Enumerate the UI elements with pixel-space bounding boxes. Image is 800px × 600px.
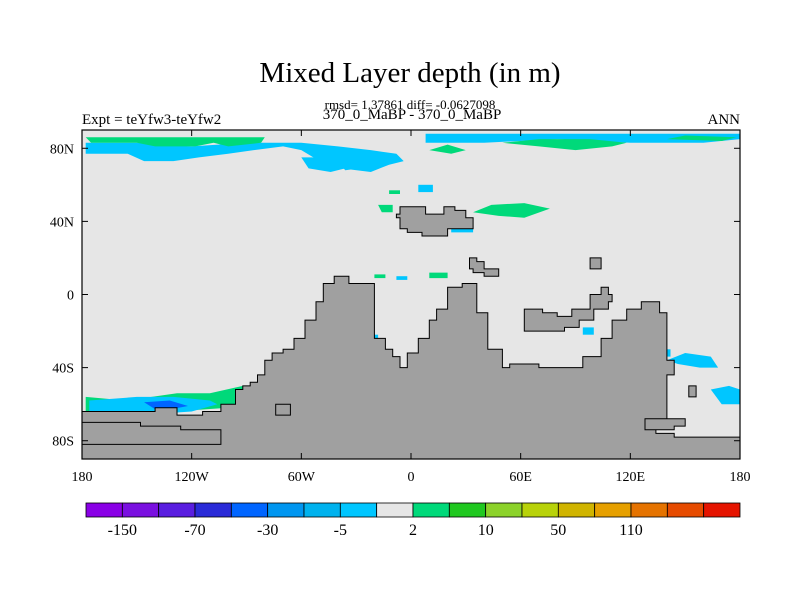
colorbar-label-4: 2 bbox=[409, 522, 417, 539]
colorbar-label-2: -30 bbox=[257, 522, 278, 539]
anomaly-patch-6 bbox=[666, 135, 737, 141]
colorbar-box-2 bbox=[158, 502, 196, 518]
colorbar-label-6: 50 bbox=[550, 522, 566, 539]
colorbar-box-14 bbox=[594, 502, 632, 518]
landmass-0 bbox=[81, 275, 741, 460]
colorbar-box-5 bbox=[267, 502, 305, 518]
subtitle-right: ANN bbox=[708, 112, 741, 128]
colorbar-label-5: 10 bbox=[478, 522, 494, 539]
subtitle-center: 370_0_MaBP - 370_0_MaBP bbox=[323, 107, 502, 123]
anomaly-patch-21 bbox=[396, 276, 408, 280]
anomaly-patch-23 bbox=[418, 184, 433, 193]
colorbar-box-10 bbox=[448, 502, 487, 518]
lon-tick-label-2: 60W bbox=[288, 470, 316, 485]
landmass-3 bbox=[469, 257, 500, 277]
lon-tick-label-5: 120E bbox=[616, 470, 646, 485]
colorbar-box-9 bbox=[412, 502, 450, 518]
lon-tick-label-4: 60E bbox=[509, 470, 532, 485]
stats-line: rmsd= 1.37861 diff= -0.0627098 bbox=[325, 97, 496, 112]
colorbar-box-15 bbox=[630, 502, 668, 518]
colorbar-box-13 bbox=[557, 502, 596, 518]
lon-tick-label-0: 180 bbox=[72, 470, 93, 485]
lon-tick-label-1: 120W bbox=[175, 470, 210, 485]
lat-tick-label-4: 80S bbox=[52, 435, 74, 450]
colorbar-legend: -150 -70 -30 -5 2 10 50 110 bbox=[85, 502, 741, 539]
latitude-axis: 80N 40N 0 40S 80S bbox=[50, 142, 740, 450]
anomaly-patch-0 bbox=[85, 142, 404, 172]
landmass-5 bbox=[644, 418, 686, 431]
anomaly-patch-3 bbox=[425, 133, 740, 143]
subtitle-left: Expt = teYfw3-teYfw2 bbox=[82, 112, 221, 128]
landmass-6 bbox=[688, 385, 697, 398]
colorbar-box-17 bbox=[703, 502, 741, 518]
colorbar-box-1 bbox=[121, 502, 160, 518]
landmass-4 bbox=[523, 286, 613, 332]
anomaly-patch-20 bbox=[374, 274, 386, 279]
landmass-7 bbox=[275, 403, 291, 416]
colorbar-label-1: -70 bbox=[184, 522, 205, 539]
lon-tick-label-3: 0 bbox=[408, 470, 415, 485]
colorbar-label-3: -5 bbox=[334, 522, 347, 539]
map-title: Mixed Layer depth (in m) bbox=[259, 57, 560, 89]
colorbar-box-0 bbox=[85, 502, 123, 518]
anomaly-patch-4 bbox=[85, 137, 265, 147]
map-panel: 180 120W 60W 0 60E 120E 180 80N 40N 0 40S 80S bbox=[50, 129, 751, 485]
colorbar-box-8 bbox=[376, 502, 414, 518]
anomaly-patch-22 bbox=[429, 272, 448, 279]
colorbar-box-11 bbox=[485, 502, 523, 518]
landmass-8 bbox=[589, 257, 602, 270]
anomaly-patch-17 bbox=[582, 327, 594, 335]
landmass-layer bbox=[81, 206, 741, 460]
anomaly-patch-13 bbox=[666, 353, 719, 368]
colorbar-box-4 bbox=[230, 502, 269, 518]
anomaly-patch-5 bbox=[502, 139, 627, 151]
colorbar-label-7: 110 bbox=[619, 522, 642, 539]
colorbar-box-12 bbox=[521, 502, 559, 518]
anomaly-patch-24 bbox=[389, 190, 400, 194]
anomaly-patch-2 bbox=[337, 161, 360, 171]
colorbar-label-0: -150 bbox=[108, 522, 137, 539]
anomaly-patch-9 bbox=[378, 204, 393, 213]
colorbar-box-3 bbox=[194, 502, 232, 518]
lat-tick-label-0: 80N bbox=[50, 142, 74, 157]
lat-tick-label-2: 0 bbox=[67, 289, 74, 304]
landmass-2 bbox=[395, 206, 474, 237]
colorbar-box-7 bbox=[339, 502, 378, 518]
anomaly-patch-8 bbox=[473, 203, 550, 218]
lat-tick-label-3: 40S bbox=[52, 362, 74, 377]
colorbar-box-6 bbox=[303, 502, 341, 518]
anomaly-patch-1 bbox=[301, 157, 346, 172]
longitude-axis: 180 120W 60W 0 60E 120E 180 bbox=[72, 130, 751, 485]
anomaly-patch-7 bbox=[429, 144, 466, 154]
landmass-1 bbox=[81, 421, 222, 445]
lon-tick-label-6: 180 bbox=[730, 470, 751, 485]
lat-tick-label-1: 40N bbox=[50, 215, 74, 230]
anomaly-patch-14 bbox=[710, 385, 740, 405]
colorbar-box-16 bbox=[666, 502, 705, 518]
